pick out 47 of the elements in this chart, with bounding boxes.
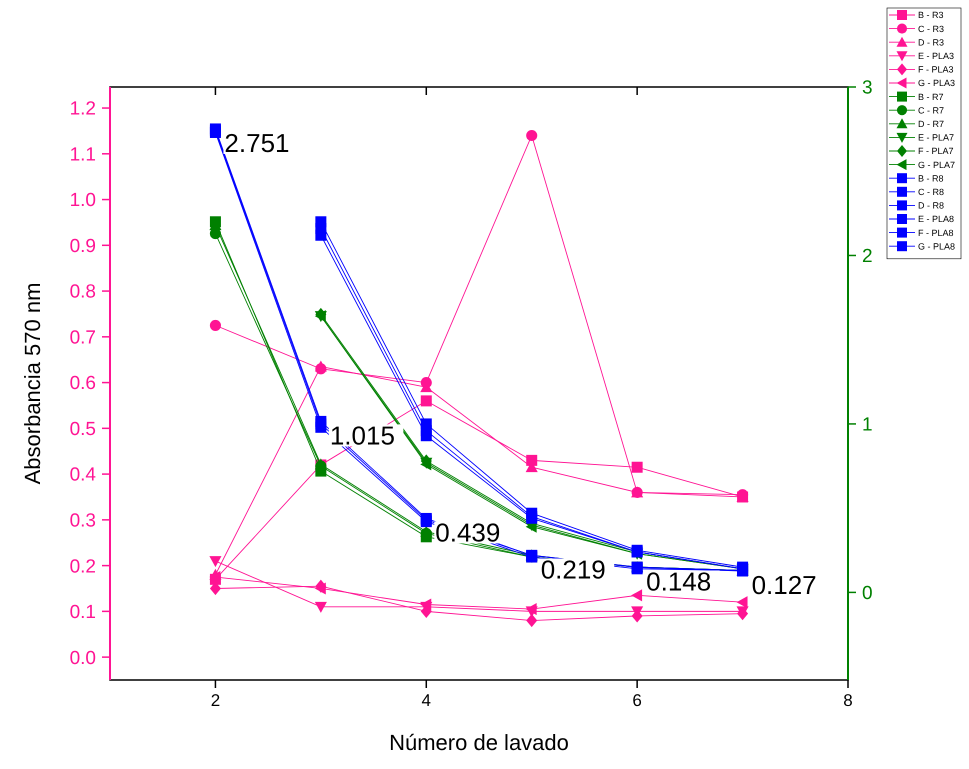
legend-label: E - PLA8	[918, 214, 954, 224]
y-tick-label: 0.2	[70, 556, 96, 578]
y-tick-label: 0.3	[70, 510, 96, 532]
y-axis-title: Absorbancia 570 nm	[20, 282, 45, 484]
legend-label: E - PLA7	[918, 132, 954, 143]
legend-label: F - PLA8	[918, 228, 954, 238]
y-tick-label: 0.5	[70, 418, 96, 440]
x-tick-label: 4	[422, 691, 432, 710]
y2-tick-label: 1	[862, 414, 873, 436]
legend-label: G - PLA3	[918, 78, 956, 88]
legend-label: B - R7	[918, 92, 944, 102]
x-tick-label: 8	[843, 691, 853, 710]
data-label: 2.751	[224, 128, 290, 158]
x-tick-label: 2	[210, 691, 220, 710]
legend-label: F - PLA3	[918, 64, 954, 75]
legend-label: E - PLA3	[918, 50, 954, 61]
data-label: 0.127	[752, 570, 817, 600]
x-tick-label: 6	[632, 691, 642, 710]
legend-label: F - PLA7	[918, 146, 954, 156]
legend-label: C - R8	[918, 186, 944, 197]
y-tick-label: 1.2	[70, 98, 96, 120]
data-label: 0.439	[435, 518, 500, 548]
legend-label: D - R7	[918, 118, 944, 129]
x-axis-title: Número de lavado	[389, 730, 569, 755]
legend-label: G - PLA8	[918, 241, 956, 252]
data-label: 0.148	[646, 566, 712, 597]
legend-label: G - PLA7	[918, 160, 956, 170]
y-tick-label: 1.0	[70, 190, 96, 212]
y-tick-label: 0.7	[70, 327, 96, 348]
y2-tick-label: 3	[862, 78, 873, 99]
y-tick-label: 0.1	[70, 602, 96, 624]
y-tick-label: 0.9	[70, 236, 96, 257]
y-tick-label: 0.8	[70, 282, 96, 303]
legend-label: C - R3	[918, 24, 944, 34]
y-tick-label: 0.6	[70, 373, 96, 394]
legend-label: B - R8	[918, 173, 944, 184]
legend-label: D - R3	[918, 37, 944, 48]
legend-label: B - R3	[918, 10, 944, 20]
data-label: 1.015	[330, 420, 395, 451]
legend-label: D - R8	[918, 200, 944, 211]
y2-tick-label: 0	[862, 583, 873, 604]
y-tick-label: 1.1	[70, 144, 96, 166]
y2-tick-label: 2	[862, 246, 873, 268]
legend-label: C - R7	[918, 105, 944, 116]
y-tick-label: 0.4	[70, 464, 96, 486]
y-tick-label: 0.0	[70, 648, 96, 669]
data-label: 0.219	[540, 554, 606, 585]
